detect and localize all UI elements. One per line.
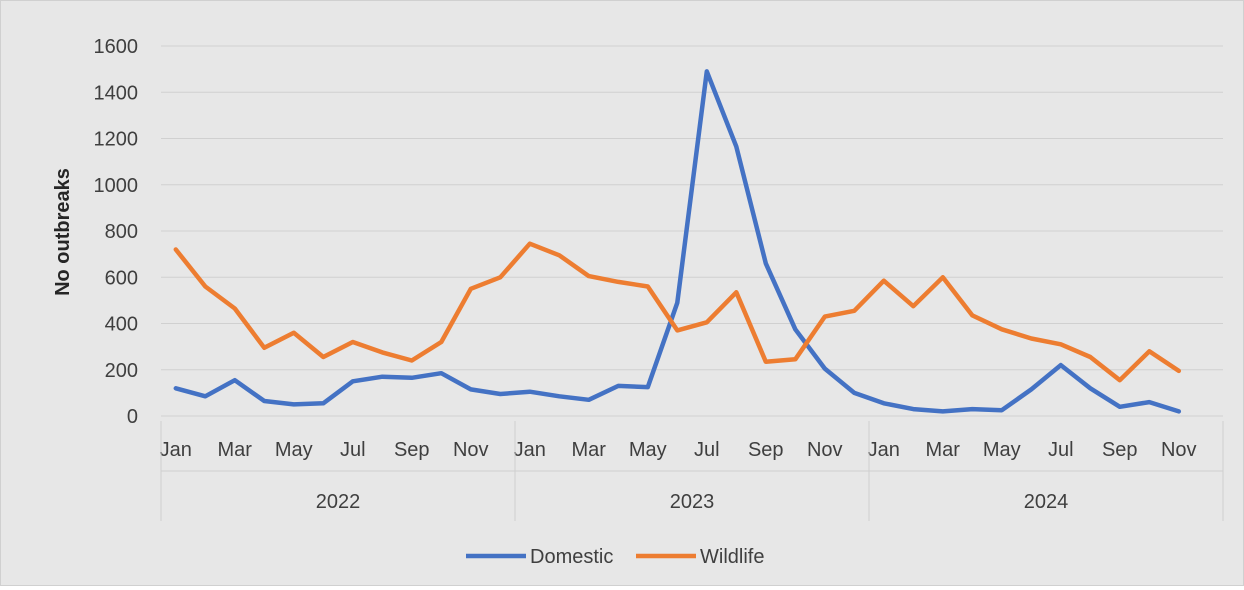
x-tick-label: Jul: [340, 439, 366, 461]
y-tick-label: 400: [105, 314, 138, 336]
legend-label: Wildlife: [700, 546, 764, 568]
y-tick-label: 600: [105, 267, 138, 289]
axes: 0 200 400 600 800 1000 1200 1400 1600 Jan Mar May Ju…: [94, 36, 1224, 521]
x-tick-label: Jan: [868, 439, 900, 461]
x-tick-label: Jan: [160, 439, 192, 461]
x-tick-label: Mar: [218, 439, 253, 461]
x-tick-label: Mar: [926, 439, 961, 461]
x-tick-label: Sep: [1102, 439, 1138, 461]
x-tick-label: Sep: [748, 439, 784, 461]
legend: Domestic Wildlife: [466, 546, 764, 568]
x-tick-label: Mar: [572, 439, 607, 461]
y-tick-label: 1200: [94, 129, 139, 151]
series-line-wildlife: [173, 241, 1182, 383]
gridlines: [161, 45, 1223, 417]
year-label: 2023: [670, 491, 715, 513]
series-line-domestic: [173, 69, 1182, 414]
x-tick-label: Nov: [453, 439, 489, 461]
x-tick-label: May: [983, 439, 1021, 461]
series-lines: [173, 69, 1182, 414]
y-axis-title: No outbreaks: [52, 168, 74, 296]
legend-item-domestic: Domestic: [466, 546, 613, 568]
y-tick-label: 200: [105, 360, 138, 382]
x-tick-label: Jul: [694, 439, 720, 461]
year-label: 2024: [1024, 491, 1069, 513]
x-tick-label: Sep: [394, 439, 430, 461]
year-label: 2022: [316, 491, 361, 513]
y-tick-label: 1600: [94, 36, 139, 58]
y-tick-label: 1400: [94, 82, 139, 104]
x-tick-label: Nov: [1161, 439, 1197, 461]
x-tick-label: Nov: [807, 439, 843, 461]
y-tick-label: 0: [127, 406, 138, 428]
legend-item-wildlife: Wildlife: [636, 546, 764, 568]
x-tick-label: May: [275, 439, 313, 461]
x-tick-label: Jul: [1048, 439, 1074, 461]
y-tick-label: 800: [105, 221, 138, 243]
x-tick-label: May: [629, 439, 667, 461]
x-tick-label: Jan: [514, 439, 546, 461]
y-tick-label: 1000: [94, 175, 139, 197]
legend-label: Domestic: [530, 546, 613, 568]
